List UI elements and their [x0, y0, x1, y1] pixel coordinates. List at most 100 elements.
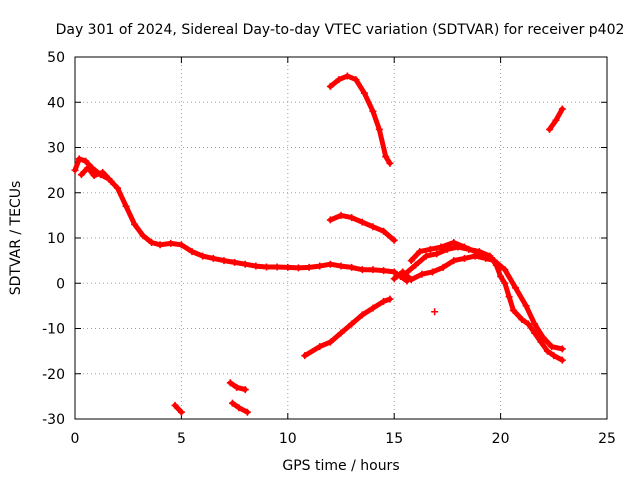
data-point — [316, 262, 324, 270]
data-point — [399, 268, 407, 276]
data-point — [497, 272, 505, 280]
data-point — [439, 263, 447, 271]
data-point — [77, 171, 85, 179]
data-point — [326, 216, 334, 224]
data-point — [548, 343, 556, 351]
data-point — [490, 257, 498, 265]
data-point — [148, 239, 156, 247]
y-tick-label: -20 — [42, 367, 65, 383]
series-low-mid-a — [226, 379, 249, 394]
x-tick-label: 10 — [279, 431, 297, 447]
data-point — [390, 268, 398, 276]
data-point — [107, 177, 115, 185]
data-point — [539, 334, 547, 342]
data-point — [348, 263, 356, 271]
data-point — [241, 260, 249, 268]
series-recovery-segment — [401, 243, 566, 364]
data-point — [284, 263, 292, 271]
data-point — [450, 239, 458, 247]
data-point — [522, 302, 530, 310]
data-point — [386, 295, 394, 303]
data-point — [273, 263, 281, 271]
x-tick-label: 5 — [177, 431, 186, 447]
data-point — [482, 254, 490, 262]
data-point — [511, 284, 519, 292]
series-arc-top — [326, 72, 394, 167]
data-point — [235, 404, 243, 412]
data-point — [71, 166, 79, 174]
data-point — [337, 329, 345, 337]
data-point — [380, 267, 388, 275]
data-point — [226, 379, 234, 387]
data-point — [305, 263, 313, 271]
chart-title: Day 301 of 2024, Sidereal Day-to-day VTE… — [56, 22, 625, 38]
data-point — [407, 257, 415, 265]
data-point — [231, 258, 239, 266]
y-tick-label: -30 — [42, 412, 65, 428]
y-tick-label: -10 — [42, 322, 65, 338]
data-point — [382, 153, 390, 161]
series-main-track — [71, 155, 411, 285]
data-point — [426, 245, 434, 253]
y-axis-label: SDTVAR / TECUs — [8, 181, 24, 296]
y-tick-label: 50 — [47, 50, 65, 66]
data-point — [90, 172, 98, 180]
series-trace — [402, 244, 565, 363]
data-point — [337, 262, 345, 270]
data-point — [131, 220, 139, 228]
data-point — [497, 263, 505, 271]
series-trace — [172, 402, 184, 415]
grid-lines — [75, 57, 607, 419]
data-point — [326, 338, 334, 346]
series-outlier — [431, 308, 439, 316]
data-point — [348, 214, 356, 222]
data-point — [390, 275, 398, 283]
data-point — [558, 345, 566, 353]
x-axis-label: GPS time / hours — [282, 458, 399, 474]
data-point — [531, 329, 539, 337]
x-tick-label: 20 — [492, 431, 510, 447]
data-point — [358, 266, 366, 274]
data-point — [422, 252, 430, 260]
y-tick-label: 20 — [47, 186, 65, 202]
data-point — [411, 261, 419, 269]
data-point — [156, 241, 164, 249]
data-point — [241, 386, 249, 394]
data-point — [437, 243, 445, 251]
series-rising-line — [301, 295, 394, 360]
data-point — [326, 82, 334, 90]
data-point — [360, 89, 368, 97]
data-point — [233, 383, 241, 391]
data-point — [358, 311, 366, 319]
series-trace — [327, 73, 393, 166]
data-point — [416, 248, 424, 256]
data-point — [75, 155, 83, 163]
data-point — [122, 202, 130, 210]
data-series — [71, 72, 566, 416]
series-low-mid-b — [228, 399, 251, 416]
data-point — [139, 232, 147, 240]
data-point — [369, 107, 377, 115]
data-point — [375, 125, 383, 133]
series-trace — [227, 380, 248, 393]
data-point — [501, 279, 509, 287]
data-point — [501, 266, 509, 274]
data-point — [418, 270, 426, 278]
data-point — [171, 401, 179, 409]
data-point — [369, 266, 377, 274]
data-point — [460, 254, 468, 262]
data-point — [316, 343, 324, 351]
data-point — [369, 304, 377, 312]
data-point — [326, 260, 334, 268]
x-tick-label: 0 — [71, 431, 80, 447]
y-tick-label: 30 — [47, 141, 65, 157]
series-pre-dawn-jitter — [77, 164, 115, 185]
data-point — [505, 293, 513, 301]
data-point — [407, 276, 415, 284]
data-point — [84, 164, 92, 172]
data-point — [369, 223, 377, 231]
data-point — [177, 241, 185, 249]
series-arc-middle — [326, 211, 398, 244]
data-point — [460, 243, 468, 251]
